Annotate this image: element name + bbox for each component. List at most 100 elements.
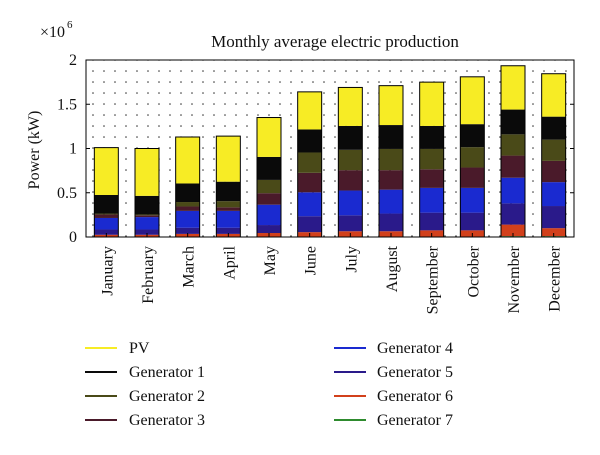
bar-segment-generator-1-november <box>501 109 525 135</box>
x-tick-label-january: January <box>99 246 116 296</box>
bar-segment-pv-july <box>338 87 363 126</box>
y-multiplier-label: ×10 <box>40 24 65 41</box>
bar-segment-generator-2-august <box>379 148 403 171</box>
bar-segment-generator-5-july <box>338 215 363 232</box>
bar-segment-generator-4-june <box>297 192 322 217</box>
x-tick-label-december: December <box>547 245 564 311</box>
chart-title: Monthly average electric production <box>211 32 459 51</box>
legend-label-generator-6: Generator 6 <box>377 388 453 405</box>
bar-segment-generator-5-december <box>541 206 566 229</box>
bar-segment-pv-may <box>257 117 281 157</box>
bar-segment-generator-3-may <box>257 193 281 205</box>
x-tick-label-february: February <box>140 246 157 304</box>
bar-segment-generator-5-march <box>175 227 200 234</box>
x-tick-label-may: May <box>262 246 279 275</box>
x-tick-label-march: March <box>181 246 198 288</box>
x-axis-ticks: January February March April May June July Augu… <box>99 233 564 314</box>
x-tick-label-april: April <box>221 245 238 279</box>
bar-segment-generator-4-september <box>419 187 444 213</box>
bar-segment-generator-4-may <box>257 204 281 226</box>
bar-segment-generator-5-february <box>135 229 159 235</box>
plot-grid <box>86 60 574 237</box>
bar-segment-generator-1-october <box>460 124 485 148</box>
bar-segment-generator-3-september <box>419 169 444 188</box>
y-multiplier-exponent: 6 <box>67 19 73 31</box>
bar-segment-pv-january <box>94 147 119 195</box>
bar-segment-pv-september <box>419 82 444 126</box>
bar-segment-pv-june <box>297 91 322 130</box>
bar-segment-generator-4-april <box>216 210 241 228</box>
bar-segment-generator-3-june <box>297 172 322 193</box>
legend-label-generator-2: Generator 2 <box>129 388 205 405</box>
bar-segment-generator-4-january <box>94 217 119 230</box>
bar-segment-pv-november <box>501 65 525 110</box>
bar-segment-generator-5-april <box>216 227 241 234</box>
bar-segment-generator-5-september <box>419 212 444 231</box>
bar-segment-generator-6-november <box>501 224 525 237</box>
bar-segment-generator-2-july <box>338 149 363 171</box>
bar-segment-generator-1-may <box>257 156 281 180</box>
bar-segment-generator-5-january <box>94 229 119 235</box>
x-tick-label-july: July <box>343 246 360 273</box>
legend-label-pv: PV <box>129 340 150 357</box>
bar-segment-pv-december <box>541 73 566 117</box>
bar-segment-generator-2-october <box>460 147 485 168</box>
bar-segment-generator-2-november <box>501 134 525 156</box>
bar-segment-generator-5-october <box>460 212 485 231</box>
x-tick-label-june: June <box>303 246 320 275</box>
bar-segment-generator-1-september <box>419 125 444 149</box>
y-tick-label: 1.5 <box>57 96 77 113</box>
y-tick-label: 1 <box>69 141 77 158</box>
legend-label-generator-3: Generator 3 <box>129 412 205 429</box>
bar-segment-generator-5-june <box>297 216 322 233</box>
bar-segment-generator-4-november <box>501 177 525 204</box>
bar-segment-generator-2-may <box>257 179 281 194</box>
bar-segment-pv-august <box>379 85 403 126</box>
bar-segment-generator-1-january <box>94 194 119 214</box>
x-tick-label-september: September <box>425 245 442 314</box>
bar-segment-generator-3-july <box>338 170 363 191</box>
bar-segment-generator-2-september <box>419 148 444 170</box>
bar-segment-generator-2-june <box>297 152 322 173</box>
bar-segment-generator-1-february <box>135 195 159 215</box>
legend-label-generator-1: Generator 1 <box>129 364 205 381</box>
bar-segment-generator-2-december <box>541 139 566 161</box>
bar-segment-generator-4-august <box>379 189 403 214</box>
x-tick-label-august: August <box>384 245 401 292</box>
legend-label-generator-7: Generator 7 <box>377 412 453 429</box>
bar-segment-generator-3-february <box>135 215 159 218</box>
bar-segment-generator-1-august <box>379 125 403 149</box>
x-tick-label-october: October <box>465 245 482 297</box>
bar-segment-generator-4-december <box>541 182 566 207</box>
y-multiplier: ×10 6 <box>40 19 73 41</box>
bar-segment-generator-5-november <box>501 203 525 225</box>
legend-label-generator-4: Generator 4 <box>377 340 453 357</box>
bar-segment-generator-5-august <box>379 213 403 232</box>
y-tick-label: 0.5 <box>57 185 77 202</box>
bar-segment-generator-3-january <box>94 214 119 218</box>
bar-segment-pv-october <box>460 76 485 125</box>
bar-segment-generator-4-october <box>460 187 485 213</box>
bar-segment-pv-march <box>175 137 200 184</box>
x-tick-label-november: November <box>506 245 523 313</box>
bar-segment-pv-april <box>216 136 241 182</box>
bar-segment-generator-5-may <box>257 225 281 234</box>
bar-segment-generator-2-april <box>216 201 241 208</box>
bar-segment-generator-1-june <box>297 129 322 153</box>
bar-segment-generator-6-december <box>541 228 566 237</box>
y-axis-label: Power (kW) <box>26 111 43 190</box>
bar-segment-generator-1-march <box>175 183 200 203</box>
bar-segment-generator-1-december <box>541 116 566 140</box>
y-axis-ticks: 0 0.5 1 1.5 2 <box>57 52 574 246</box>
bar-segment-generator-3-august <box>379 170 403 190</box>
bar-segment-generator-3-november <box>501 155 525 178</box>
bar-segment-generator-3-april <box>216 207 241 211</box>
bar-segment-generator-1-july <box>338 125 363 150</box>
legend-label-generator-5: Generator 5 <box>377 364 453 381</box>
bar-segment-generator-3-december <box>541 160 566 183</box>
bar-segment-generator-3-march <box>175 206 200 211</box>
bar-segment-generator-2-february <box>135 214 159 216</box>
y-tick-label: 0 <box>69 229 77 246</box>
bars-layer <box>93 65 567 238</box>
